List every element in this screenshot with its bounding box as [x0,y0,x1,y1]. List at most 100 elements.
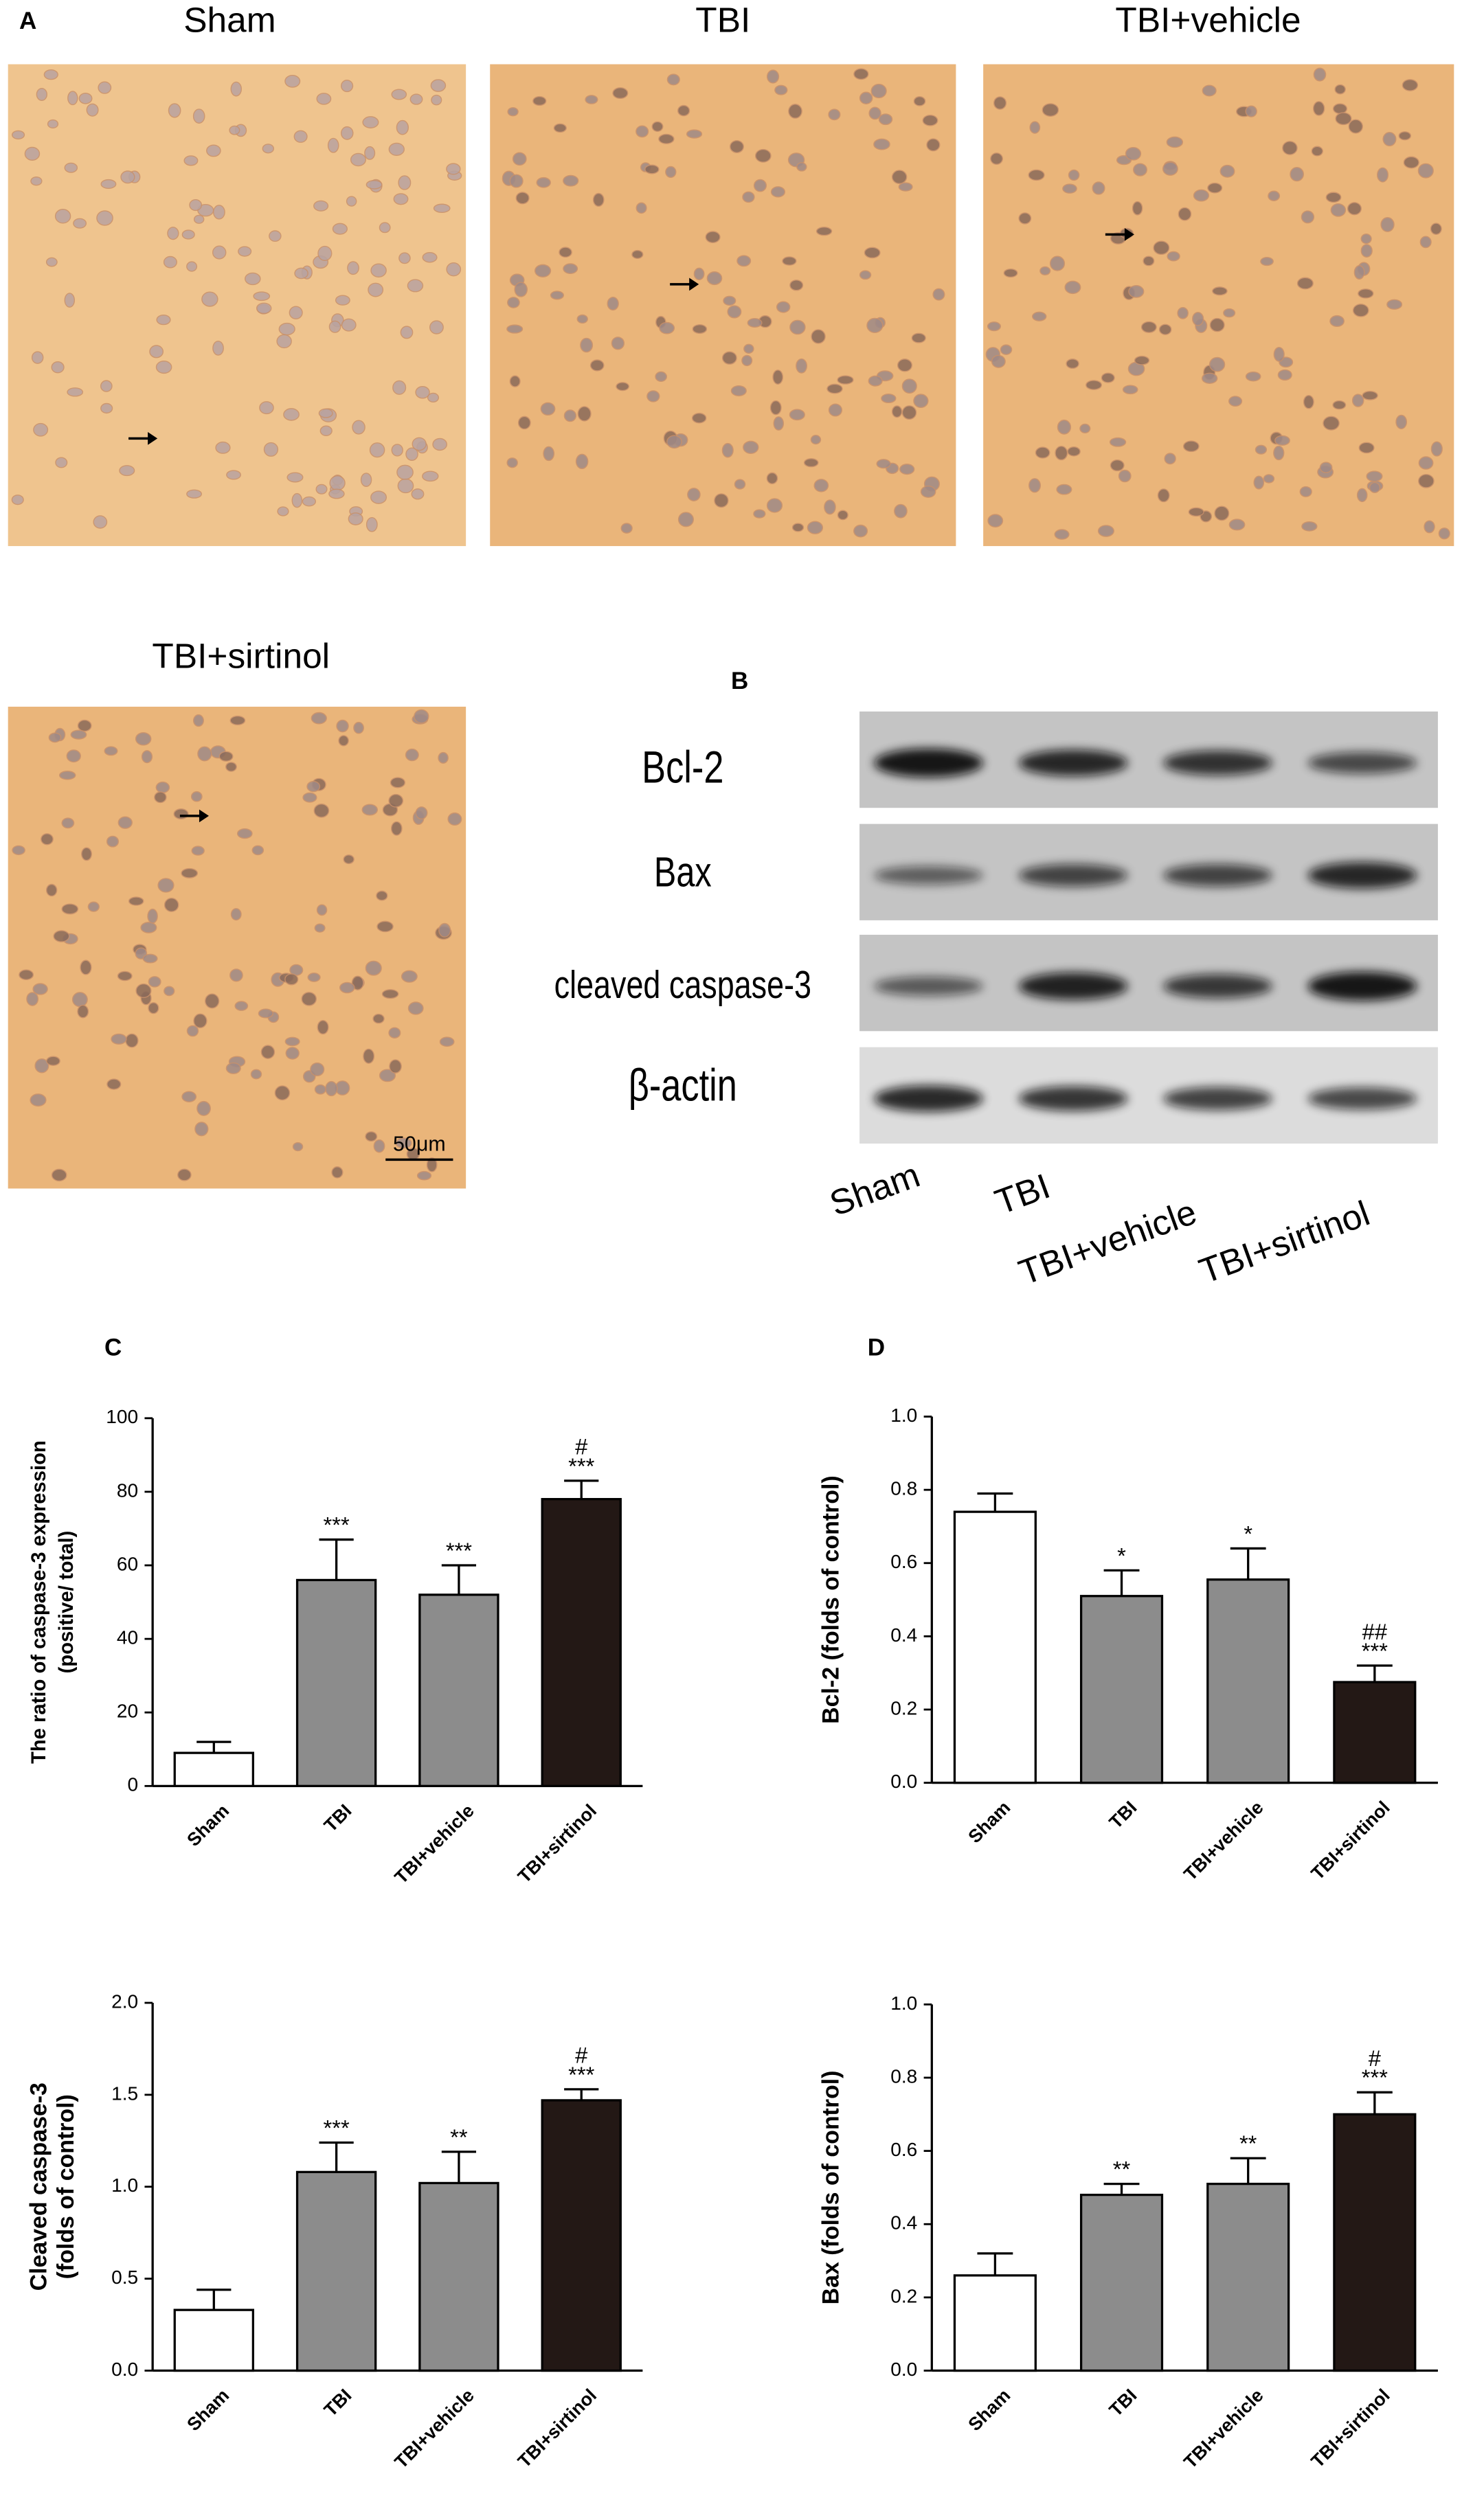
cell [659,321,675,334]
cell [1212,286,1228,296]
blot-row-label: β-actin [629,1060,737,1111]
micrographs [8,64,1454,1189]
cell [307,972,321,982]
band [1307,862,1417,889]
cell [859,270,872,280]
cell [1167,251,1180,262]
cell [766,498,783,513]
cell [1228,396,1243,407]
cell [71,992,88,1008]
cell [878,113,893,126]
error-bar [441,1564,477,1595]
cell [369,442,385,458]
cell [262,144,274,154]
cell [782,256,797,266]
cell [416,1170,432,1181]
bar-chart: 0.0 0.2 0.4 0.6 0.8 1.0 Bax (folds of control)… [818,1993,1438,2473]
cell [1282,141,1298,155]
cell [263,442,279,457]
cell [766,472,778,484]
cell [1068,169,1080,181]
band [874,976,984,996]
cell [46,1056,60,1066]
cell [636,125,649,138]
cell [837,375,854,385]
cell [747,318,763,328]
cell [646,390,660,402]
cell [327,137,339,153]
cell [157,878,175,893]
cell [563,263,578,274]
cell [592,192,605,207]
cell [789,319,806,335]
cell [81,847,92,861]
cell [1029,121,1041,134]
x-tick-label: TBI+vehicle [391,1800,478,1887]
cell [607,297,619,311]
error-bar [1230,2157,1266,2184]
bar [295,1578,377,1787]
cell [810,435,822,445]
cell [276,334,292,349]
cell [128,896,144,906]
cell [1209,317,1225,332]
cell [24,146,41,161]
cell [395,1137,412,1149]
cell [351,975,364,990]
cell [376,890,388,901]
cell [1353,265,1365,280]
cell [141,750,153,764]
cell [177,1168,192,1181]
cell [580,337,594,353]
cell [142,953,158,964]
cell [106,835,120,848]
micrograph [490,64,956,547]
cell [293,130,308,143]
cell [868,375,883,387]
cell [1329,315,1345,328]
cell [926,138,941,152]
bar [173,1751,255,1787]
panel-label: A [19,8,36,34]
cell [866,317,884,333]
image-title: TBI+vehicle [1115,0,1301,39]
error-bar [977,1492,1013,1512]
cell [70,729,87,740]
cell [193,214,205,224]
cell [407,1001,424,1015]
cell [390,821,403,836]
cell [803,458,819,468]
x-tick-label: Sham [183,2385,233,2435]
cell [67,91,78,106]
cell [1356,488,1368,503]
cell [686,129,703,139]
cell [230,908,242,921]
cell [201,291,218,307]
cell [509,375,521,387]
image-title: TBI [695,0,750,39]
bar [1079,1595,1164,1784]
bar [541,1498,622,1787]
cell [559,247,572,258]
cell [1377,167,1389,183]
cell [714,493,729,508]
lane-label: TBI+sirtinol [1194,1193,1375,1291]
cell [987,514,1004,528]
cell [168,103,181,118]
cell [310,1062,325,1077]
cell [655,371,668,383]
cell [1219,164,1235,178]
cell [405,748,419,762]
cell [563,174,579,187]
micrograph-bg [490,64,956,547]
cell [328,488,345,499]
image-title: Sham [183,0,275,39]
cell [1140,321,1157,333]
cell [148,976,161,988]
cell [234,1001,249,1011]
cell [769,400,782,416]
charts: C 0 20 40 60 80 100 The ratio of caspase-3 expr… [25,1335,1438,2473]
x-tick-label: TBI [1105,1797,1141,1832]
cell [53,930,70,942]
cell [286,472,304,483]
